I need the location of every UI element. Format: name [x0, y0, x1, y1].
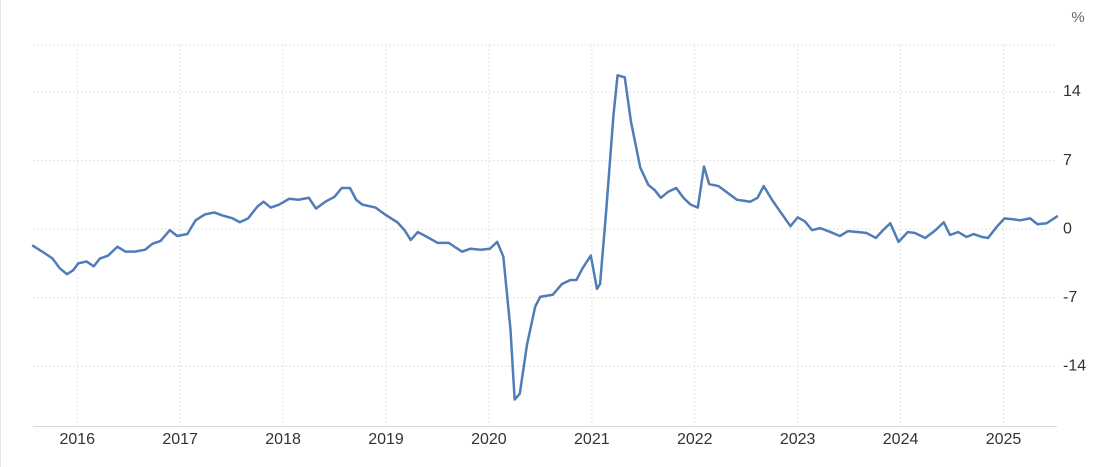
data-line: [31, 74, 1059, 401]
x-tick-label: 2019: [368, 431, 404, 448]
x-tick-label: 2020: [471, 431, 507, 448]
y-unit-label: %: [1071, 9, 1084, 26]
x-tick-label: 2025: [986, 431, 1022, 448]
x-tick-label: 2023: [780, 431, 816, 448]
y-tick-label: 7: [1063, 152, 1072, 169]
x-tick-label: 2022: [677, 431, 713, 448]
y-tick-label: 0: [1063, 220, 1072, 237]
x-tick-label: 2018: [265, 431, 301, 448]
y-tick-label: -7: [1063, 289, 1077, 306]
x-tick-label: 2021: [574, 431, 610, 448]
x-tick-label: 2017: [162, 431, 198, 448]
x-tick-label: 2016: [59, 431, 95, 448]
y-tick-label: 14: [1063, 83, 1081, 100]
y-tick-label: -14: [1063, 357, 1086, 374]
x-tick-label: 2024: [883, 431, 919, 448]
